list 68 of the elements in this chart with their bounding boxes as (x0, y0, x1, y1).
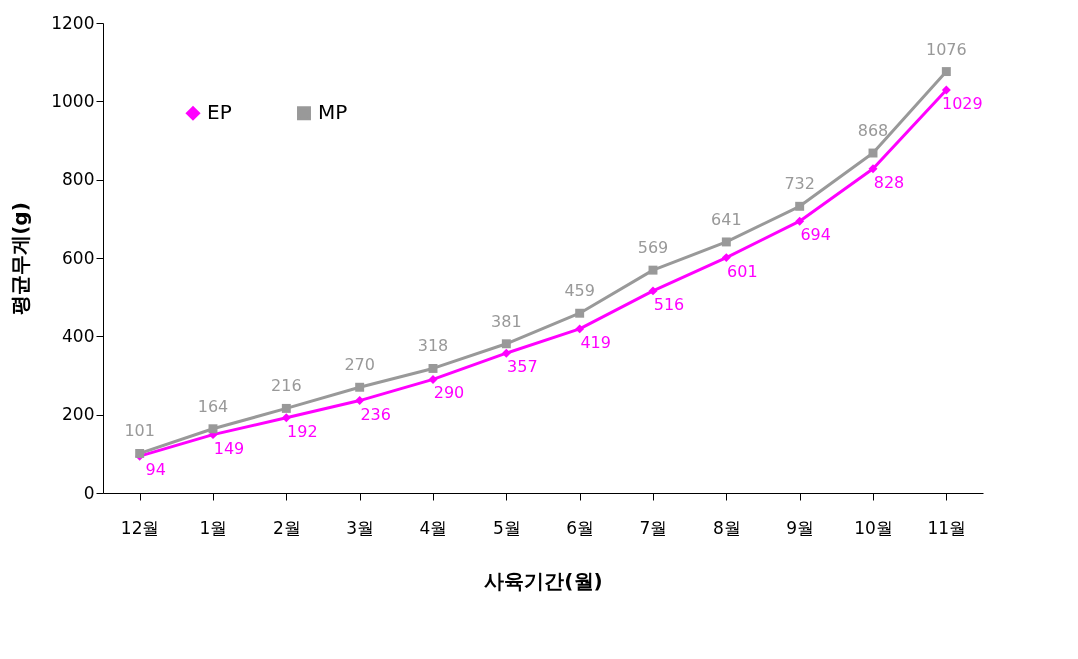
point (648, 286, 658, 296)
x-tick-label: 1월 (199, 517, 228, 538)
point (208, 424, 218, 434)
data-label: 357 (507, 357, 538, 377)
data-label: 569 (637, 238, 669, 258)
x-tick-label: 9월 (786, 517, 815, 538)
x-axis-title: 사육기간(월) (484, 568, 603, 593)
x-tick-label: 7월 (639, 517, 668, 538)
data-label: 270 (344, 355, 375, 375)
point (795, 201, 805, 211)
data-label: 694 (800, 225, 831, 245)
y-tick-label: 1000 (51, 90, 95, 111)
y-tick-label: 0 (83, 482, 95, 503)
x-tick-label: 11월 (927, 517, 967, 538)
point (355, 382, 365, 392)
data-label: 459 (564, 281, 595, 301)
x-tick-label: 3월 (346, 517, 375, 538)
data-label: 419 (580, 332, 611, 352)
data-label: 1029 (941, 93, 983, 113)
legend-label: MP (318, 100, 348, 125)
point (428, 374, 438, 384)
y-tick-label: 200 (62, 404, 95, 425)
y-tick-label: 400 (62, 325, 95, 346)
point (281, 403, 291, 413)
point (501, 348, 511, 358)
x-tick-label: 6월 (566, 517, 595, 538)
x-tick-label: 5월 (492, 517, 521, 538)
point (868, 148, 878, 158)
y-tick-label: 800 (62, 169, 95, 190)
data-label: 601 (727, 261, 758, 281)
x-tick-label: 8월 (712, 517, 741, 538)
data-label: 101 (124, 421, 155, 441)
data-label: 868 (857, 121, 889, 141)
x-tick-label: 12월 (120, 517, 160, 538)
point (941, 67, 951, 77)
point (355, 396, 365, 406)
point (795, 216, 805, 226)
y-axis-title: 평균무게(g) (8, 202, 33, 315)
point (941, 85, 951, 95)
data-label: 1076 (925, 39, 967, 59)
x-tick-label: 4월 (419, 517, 448, 538)
x-tick-label: 10월 (854, 517, 893, 538)
data-label: 149 (213, 438, 245, 458)
legend-label: EP (207, 100, 232, 125)
point (428, 363, 438, 373)
point (575, 308, 585, 318)
data-label: 828 (873, 172, 905, 192)
data-label: 381 (491, 311, 522, 331)
data-label: 164 (197, 396, 229, 416)
data-label: 290 (433, 383, 465, 403)
point (648, 265, 658, 275)
data-label: 192 (287, 421, 318, 441)
data-label: 318 (417, 336, 449, 356)
data-label: 216 (271, 376, 302, 396)
point (501, 339, 511, 349)
data-label: 732 (784, 174, 815, 194)
point (721, 253, 731, 263)
point (721, 237, 731, 247)
data-label: 94 (145, 460, 166, 480)
data-label: 236 (360, 404, 391, 424)
data-label: 516 (653, 294, 685, 314)
point (281, 413, 291, 423)
y-tick-label: 600 (62, 247, 95, 268)
point (575, 324, 585, 334)
data-label: 641 (711, 209, 742, 229)
x-tick-label: 2월 (272, 517, 301, 538)
y-tick-label: 1200 (51, 12, 95, 33)
point (868, 164, 878, 174)
